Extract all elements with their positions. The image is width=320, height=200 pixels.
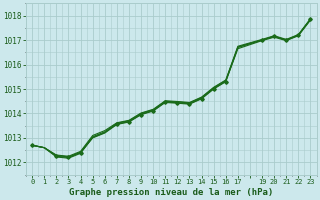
X-axis label: Graphe pression niveau de la mer (hPa): Graphe pression niveau de la mer (hPa) — [69, 188, 274, 197]
